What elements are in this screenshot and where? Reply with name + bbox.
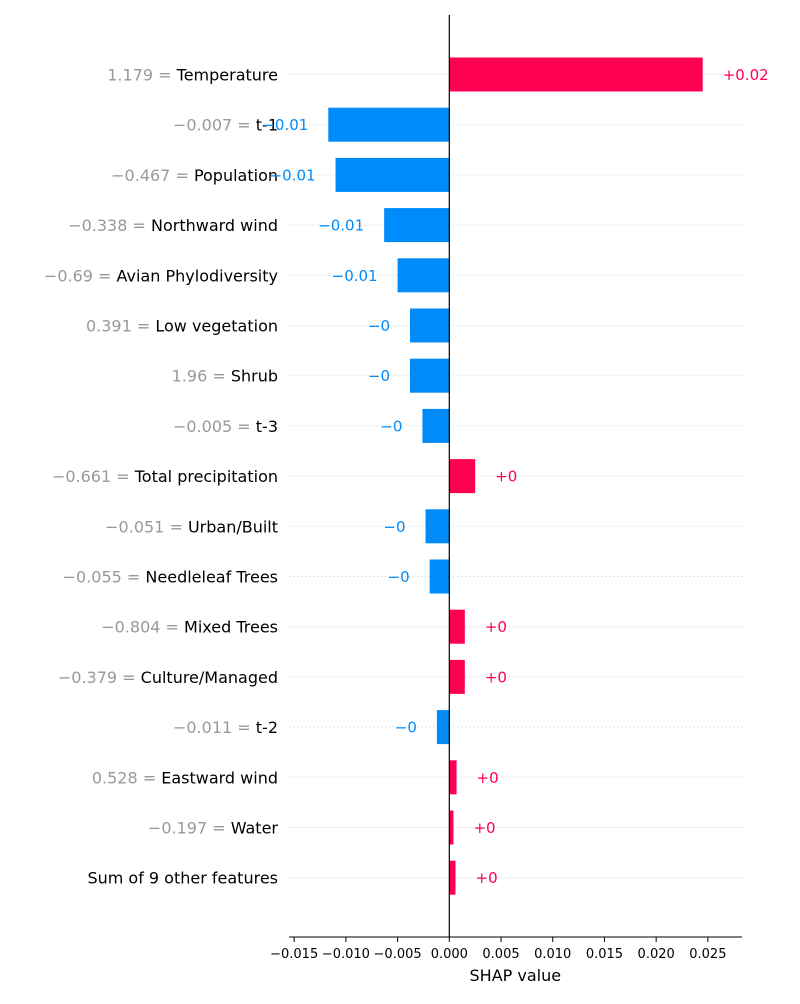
feature-value: −0.051 = [105,517,188,536]
feature-name: Eastward wind [161,768,278,787]
feature-value: −0.804 = [101,618,184,637]
feature-name: t-3 [256,417,278,436]
shap-bar [328,107,450,142]
feature-label: −0.69 = Avian Phylodiversity [44,266,278,285]
feature-value: 0.528 = [92,768,161,787]
shap-value-label: +0 [485,668,507,686]
feature-label: −0.007 = t-1 [173,116,278,135]
feature-label: Sum of 9 other features [87,869,278,888]
feature-value: −0.197 = [148,819,231,838]
feature-name: Northward wind [151,216,278,235]
feature-value: 1.96 = [172,367,231,386]
feature-name: Sum of 9 other features [87,869,278,888]
shap-value-label: −0.01 [270,166,316,184]
feature-value: −0.055 = [63,568,146,587]
feature-label: 1.179 = Temperature [107,66,278,85]
x-tick-label: 0.025 [689,947,726,962]
feature-value: 1.179 = [107,66,176,85]
feature-name: Urban/Built [188,517,278,536]
x-tick-label: 0.005 [482,947,519,962]
shap-bar [449,459,476,494]
feature-name: t-2 [256,718,278,737]
shap-value-label: +0 [495,468,517,486]
feature-name: Temperature [176,66,278,85]
feature-label: 0.391 = Low vegetation [86,317,278,336]
feature-label: 1.96 = Shrub [172,367,278,386]
feature-label: −0.011 = t-2 [173,718,278,737]
x-tick-label: 0.000 [431,947,468,962]
shap-value-label: +0 [476,869,498,887]
shap-bar [449,57,703,92]
feature-label: −0.379 = Culture/Managed [58,668,278,687]
feature-name: Water [231,819,279,838]
feature-label: −0.005 = t-3 [173,417,278,436]
shap-value-label: −0.01 [262,116,308,134]
shap-bar [449,609,465,644]
shap-bar [436,710,450,745]
shap-bar [429,559,450,594]
feature-name: Avian Phylodiversity [117,266,278,285]
x-tick-label: −0.015 [270,947,318,962]
x-tick-label: 0.010 [534,947,571,962]
feature-value: −0.011 = [173,718,256,737]
shap-bar [422,408,450,443]
shap-value-label: −0 [380,417,402,435]
feature-name: Shrub [231,367,278,386]
shap-bar [410,308,450,343]
shap-bar [384,208,450,243]
feature-label: 0.528 = Eastward wind [92,768,278,787]
feature-value: −0.467 = [111,166,194,185]
feature-label: −0.661 = Total precipitation [52,467,278,486]
shap-bar [449,810,454,845]
feature-name: Total precipitation [134,467,278,486]
shap-value-label: +0 [485,618,507,636]
bars-layer [328,57,703,895]
feature-name: Culture/Managed [141,668,278,687]
feature-name: Mixed Trees [184,618,278,637]
feature-label: −0.051 = Urban/Built [105,517,278,536]
shap-bar [449,860,456,895]
feature-name: Low vegetation [155,317,278,336]
shap-value-label: −0 [383,518,405,536]
feature-value: −0.338 = [68,216,151,235]
x-tick-label: −0.005 [374,947,422,962]
feature-name: Population [194,166,278,185]
x-axis-label: SHAP value [470,966,562,985]
feature-value: −0.007 = [173,116,256,135]
shap-bar [449,659,465,694]
shap-value-label: −0.01 [332,267,378,285]
feature-label: −0.055 = Needleleaf Trees [63,568,278,587]
shap-bar [425,509,450,544]
x-tick-label: 0.015 [586,947,623,962]
feature-label: −0.338 = Northward wind [68,216,278,235]
feature-value: −0.005 = [173,417,256,436]
feature-label: −0.197 = Water [148,819,279,838]
shap-value-label: −0 [368,317,390,335]
shap-value-label: +0.02 [723,66,769,84]
x-tick-label: −0.010 [322,947,370,962]
feature-value: −0.69 = [44,266,117,285]
shap-value-label: −0 [388,568,410,586]
feature-label: −0.467 = Population [111,166,278,185]
axis-layer: −0.015 −0.010 −0.005 0.000 0.005 0.010 0.015 0.… [270,15,742,985]
feature-label: −0.804 = Mixed Trees [101,618,278,637]
shap-value-label: −0 [368,367,390,385]
shap-bar [449,760,457,795]
shap-bar [410,358,450,393]
labels-layer: 1.179 = Temperature +0.02−0.007 = t-1−0.0… [44,66,769,888]
shap-bar [335,157,450,192]
shap-bar [397,258,450,293]
shap-value-label: +0 [477,769,499,787]
feature-name: Needleleaf Trees [145,568,278,587]
feature-value: 0.391 = [86,317,155,336]
x-tick-label: 0.020 [638,947,675,962]
shap-value-label: −0.01 [318,217,364,235]
feature-value: −0.379 = [58,668,141,687]
feature-value: −0.661 = [52,467,135,486]
shap-value-label: +0 [473,819,495,837]
shap-value-label: −0 [395,719,417,737]
feature-name: t-1 [256,116,278,135]
